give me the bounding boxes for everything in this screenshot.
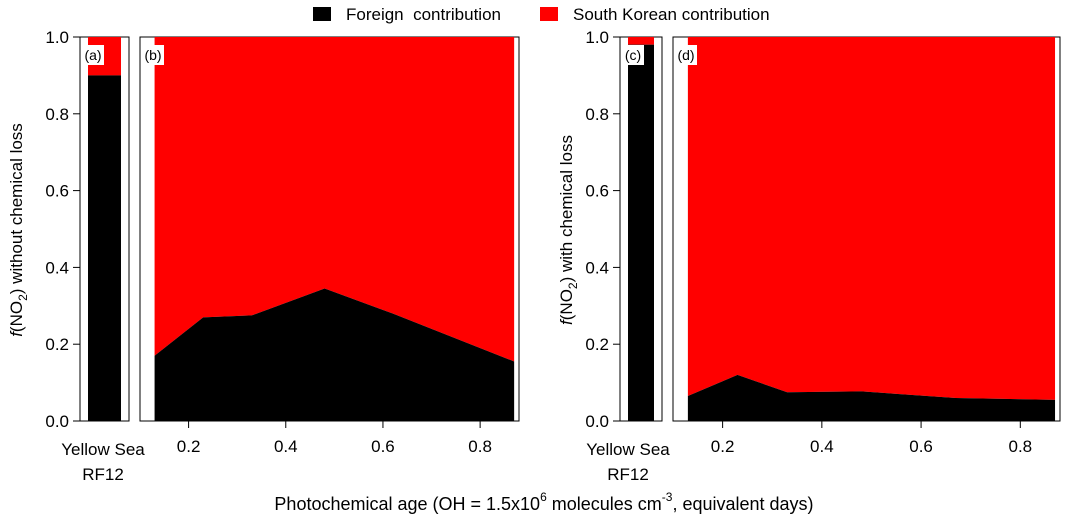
panel-c-korean-bar xyxy=(628,37,654,45)
panel-d-x-tick-label: 0.6 xyxy=(909,437,933,456)
legend: Foreign contribution South Korean contri… xyxy=(313,5,770,24)
side-label-left-line1: Yellow Sea xyxy=(61,440,145,459)
panel-d-korean-area xyxy=(687,37,1056,400)
side-label-right-line1: Yellow Sea xyxy=(586,440,670,459)
panel-b-x-tick-label: 0.2 xyxy=(177,437,201,456)
panel-b-x-tick-label: 0.4 xyxy=(274,437,298,456)
legend-foreign-swatch xyxy=(313,7,331,21)
panel-b-label-bg xyxy=(142,45,164,65)
panel-d-x-tick-label: 0.8 xyxy=(1008,437,1032,456)
legend-korean-label: South Korean contribution xyxy=(573,5,770,24)
left-y-tick-label: 1.0 xyxy=(45,28,69,47)
panel-d-x-tick-label: 0.2 xyxy=(711,437,735,456)
left-y-tick-label: 0.6 xyxy=(45,182,69,201)
panel-b-x-tick-label: 0.6 xyxy=(371,437,395,456)
panel-c-label-bg xyxy=(622,45,644,65)
left-y-tick-label: 0.0 xyxy=(45,412,69,431)
right-y-tick-label: 0.4 xyxy=(585,258,609,277)
panel-b-x-tick-label: 0.8 xyxy=(468,437,492,456)
legend-foreign-label: Foreign contribution xyxy=(346,5,501,24)
y-axis-label-left: f(NO2) without chemical loss xyxy=(7,123,30,337)
panel-b-label: (b) xyxy=(142,45,164,65)
panel-c-label: (c) xyxy=(622,45,644,65)
panel-a-label-bg xyxy=(82,45,104,65)
panel-b-foreign-area xyxy=(154,288,515,421)
panel-d-foreign-area xyxy=(687,374,1056,421)
right-y-tick-label: 1.0 xyxy=(585,28,609,47)
side-label-right: Yellow Sea RF12 xyxy=(586,440,670,484)
right-y-tick-label: 0.8 xyxy=(585,105,609,124)
side-label-left-line2: RF12 xyxy=(82,465,124,484)
panel-c-foreign-bar xyxy=(628,44,654,422)
panel-d-x-tick-label: 0.4 xyxy=(810,437,834,456)
panel-a-label: (a) xyxy=(82,45,104,65)
right-y-tick-label: 0.6 xyxy=(585,182,609,201)
left-y-tick-label: 0.4 xyxy=(45,258,69,277)
legend-korean-swatch xyxy=(540,7,558,21)
y-axis-label-right: f(NO2) with chemical loss xyxy=(557,135,580,325)
left-y-tick-label: 0.2 xyxy=(45,335,69,354)
panel-a-label-text: (a) xyxy=(84,47,101,63)
panel-c-label-text: (c) xyxy=(625,47,641,63)
panel-b-korean-area xyxy=(154,37,515,362)
right-y-tick-label: 0.2 xyxy=(585,335,609,354)
x-axis-label: Photochemical age (OH = 1.5x106 molecule… xyxy=(274,490,813,514)
panel-a-foreign-bar xyxy=(88,75,121,422)
panel-d-label-text: (d) xyxy=(677,47,694,63)
side-label-right-line2: RF12 xyxy=(607,465,649,484)
panel-d-label: (d) xyxy=(675,45,697,65)
right-y-tick-label: 0.0 xyxy=(585,412,609,431)
left-y-tick-label: 0.8 xyxy=(45,105,69,124)
side-label-left: Yellow Sea RF12 xyxy=(61,440,145,484)
panel-b-label-text: (b) xyxy=(144,47,161,63)
panel-d-label-bg xyxy=(675,45,697,65)
